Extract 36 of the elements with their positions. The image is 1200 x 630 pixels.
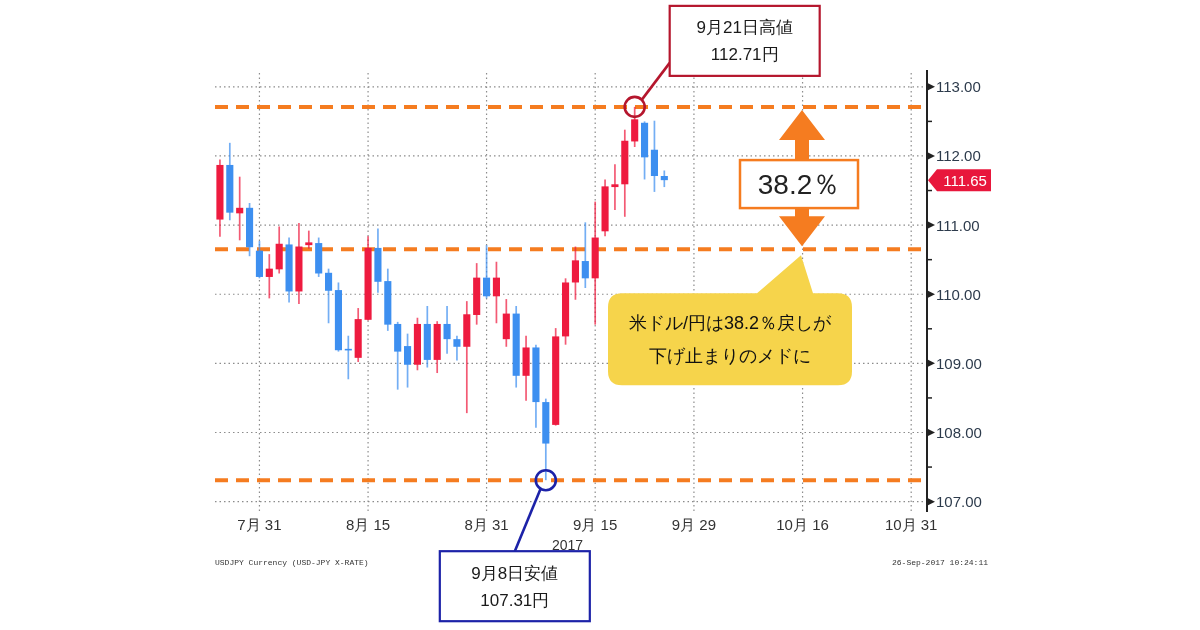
text: 26-Sep-2017 10:24:11	[891, 557, 989, 567]
y-tick-label: 107.00	[936, 493, 982, 511]
x-tick-label: 9月 15	[573, 515, 618, 533]
candlestick	[611, 163, 619, 211]
y-tick-label: 111.00	[936, 216, 980, 234]
x-axis-title: 2017	[551, 537, 584, 553]
x-tick-label: 10月 16	[776, 515, 829, 533]
candlestick	[236, 175, 244, 242]
x-tick-label: 8月 15	[345, 515, 391, 533]
candlestick	[483, 244, 491, 300]
x-tick-label: 10月 31	[884, 515, 938, 533]
annotation: 9月21日高値 112.71円	[696, 17, 793, 64]
y-tick-label: 110.00	[936, 285, 981, 303]
candlestick	[631, 106, 639, 148]
candlestick	[305, 229, 313, 250]
text: 111.65	[943, 171, 987, 189]
candlestick	[404, 332, 412, 389]
y-tick-label: 109.00	[936, 354, 982, 372]
y-tick-label: 113.00	[936, 78, 981, 96]
x-tick-label: 7月 31	[237, 515, 282, 533]
y-tick-label: 108.00	[936, 424, 982, 441]
candlestick	[492, 260, 500, 325]
text: 9月8日安値 107.31円	[471, 563, 559, 610]
annotation: 米ドル/円は38.2％戻しが下げ止まりのメドに	[628, 312, 833, 366]
candlestick	[660, 169, 668, 188]
candlestick	[453, 334, 461, 362]
candlestick	[443, 305, 451, 355]
x-tick-label: 9月 29	[671, 515, 717, 533]
candlestick	[325, 267, 333, 325]
candlestick	[581, 221, 589, 289]
text: USDJPY Currency (USD-JPY X-RATE)	[215, 557, 369, 567]
y-tick-label: 112.00	[936, 147, 981, 165]
candlestick	[571, 245, 579, 301]
ref-line-label: 38.2％	[757, 168, 841, 200]
candlestick	[265, 253, 273, 300]
x-tick-label: 8月 31	[464, 515, 509, 533]
